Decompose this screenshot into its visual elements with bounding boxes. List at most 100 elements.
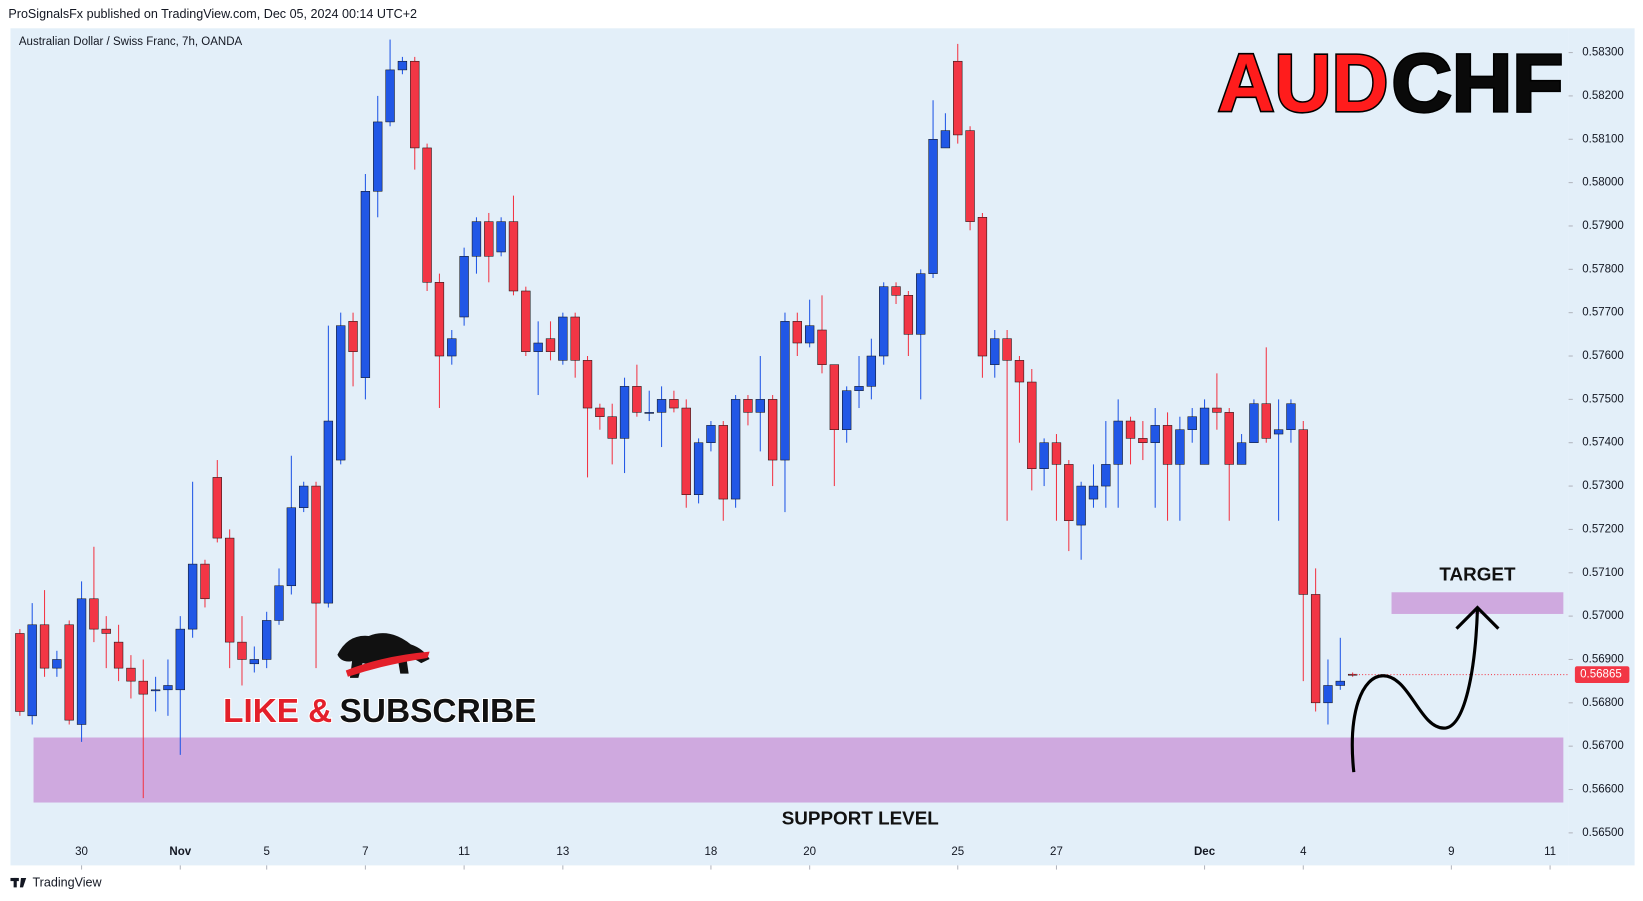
candle-body: [965, 130, 975, 222]
candle-body: [1298, 429, 1308, 595]
y-tick-label: 0.58100: [1582, 133, 1624, 145]
candle-body: [224, 537, 235, 643]
x-tick-label: 30: [75, 846, 88, 858]
candle-body: [200, 563, 210, 600]
candle-body: [693, 442, 704, 495]
candle-body: [718, 425, 728, 500]
candle-body: [829, 364, 840, 430]
candle-body: [459, 256, 469, 318]
y-tick-label: 0.57900: [1582, 220, 1624, 232]
candle-body: [52, 659, 62, 669]
candle-body: [1335, 680, 1345, 686]
y-tick-label: 0.57600: [1582, 350, 1624, 362]
candle-body: [508, 221, 519, 292]
candle-body: [163, 685, 173, 691]
candle-body: [64, 624, 74, 721]
candle-body: [1175, 429, 1185, 465]
candle-body: [607, 416, 617, 439]
y-tick-label: 0.57800: [1582, 263, 1624, 275]
price-tag: [1574, 666, 1630, 684]
candle-body: [76, 598, 87, 725]
candle-body: [582, 360, 593, 409]
candle-body: [1187, 416, 1197, 430]
y-tick-label: 0.57700: [1582, 307, 1624, 319]
candle-body: [348, 321, 358, 352]
y-tick-label: 0.56600: [1582, 784, 1624, 796]
x-tick-label: 11: [458, 846, 470, 858]
candle-body: [953, 60, 963, 136]
x-tick-label: Dec: [1194, 846, 1216, 858]
candle-body: [854, 386, 864, 391]
candle-body: [311, 485, 321, 604]
candle-body: [101, 628, 111, 634]
candle-body: [866, 355, 877, 387]
candle-body: [323, 420, 334, 604]
candle-body: [743, 399, 753, 413]
candle-body: [397, 60, 408, 71]
candle-body: [669, 399, 679, 409]
candle-body: [1125, 420, 1136, 439]
candle-body: [940, 130, 951, 149]
candle-body: [632, 386, 642, 413]
series-layer: SUPPORT LEVEL TARGET 0.56500 0.56600 0.56700…: [15, 36, 1630, 870]
candle-body: [126, 667, 136, 682]
candle-body: [1162, 425, 1173, 465]
zone: [1391, 592, 1564, 614]
candle-body: [977, 217, 988, 357]
y-tick-label: 0.56500: [1582, 827, 1624, 839]
x-tick-label: 7: [362, 846, 368, 858]
candle-body: [533, 342, 543, 352]
candle-body: [471, 221, 482, 257]
subtitle: Australian Dollar / Swiss Franc, 7h, OAN…: [19, 36, 243, 48]
candle-body: [360, 191, 371, 378]
candle-body: [385, 69, 395, 123]
candle-body: [27, 624, 37, 717]
candle-body: [545, 338, 556, 352]
x-tick-label: 13: [556, 846, 569, 858]
x-tick-label: 9: [1448, 846, 1454, 858]
candle-body: [1051, 442, 1062, 465]
y-tick-label: 0.57400: [1582, 437, 1624, 449]
candle-body: [39, 624, 50, 669]
candle-body: [903, 295, 914, 335]
y-tick-label: 0.57100: [1582, 567, 1624, 579]
candle-body: [212, 477, 222, 539]
candle-body: [817, 329, 827, 365]
candle-body: [447, 338, 457, 357]
candle-body: [150, 689, 161, 692]
candle-body: [928, 139, 938, 274]
candle-body: [373, 121, 383, 192]
candle-body: [1323, 685, 1333, 704]
candle-body: [1002, 338, 1012, 361]
price-tag-label: 0.56865: [1580, 669, 1622, 681]
candle-body: [422, 147, 432, 283]
y-tick-label: 0.57500: [1582, 393, 1624, 405]
x-tick-label: 25: [951, 846, 964, 858]
candle-body: [1076, 485, 1086, 526]
candle-body: [767, 399, 778, 461]
candle-body: [681, 407, 691, 495]
y-tick-label: 0.57300: [1582, 480, 1624, 492]
candle-body: [1101, 464, 1111, 487]
banner: SUBSCRIBE: [339, 693, 536, 730]
candle-body: [1212, 407, 1222, 413]
y-tick-label: 0.57000: [1582, 610, 1624, 622]
publisher: ProSignalsFx published on TradingView.co…: [8, 7, 417, 21]
y-tick-label: 0.56700: [1582, 740, 1624, 752]
candle-body: [1027, 381, 1037, 469]
y-tick-label: 0.56900: [1582, 654, 1624, 666]
candle-body: [792, 321, 802, 344]
candle-body: [1273, 429, 1284, 435]
bull-logo: [337, 633, 430, 678]
candle-body: [570, 316, 580, 361]
candle-body: [1150, 425, 1160, 443]
candle-body: [1138, 438, 1148, 443]
y-tick-label: 0.58000: [1582, 177, 1624, 189]
candle-body: [558, 316, 568, 361]
price-scale: [1568, 28, 1635, 866]
candle-body: [1039, 442, 1049, 469]
candle-body: [15, 633, 25, 712]
symbol-logo: AUD: [1218, 38, 1389, 129]
